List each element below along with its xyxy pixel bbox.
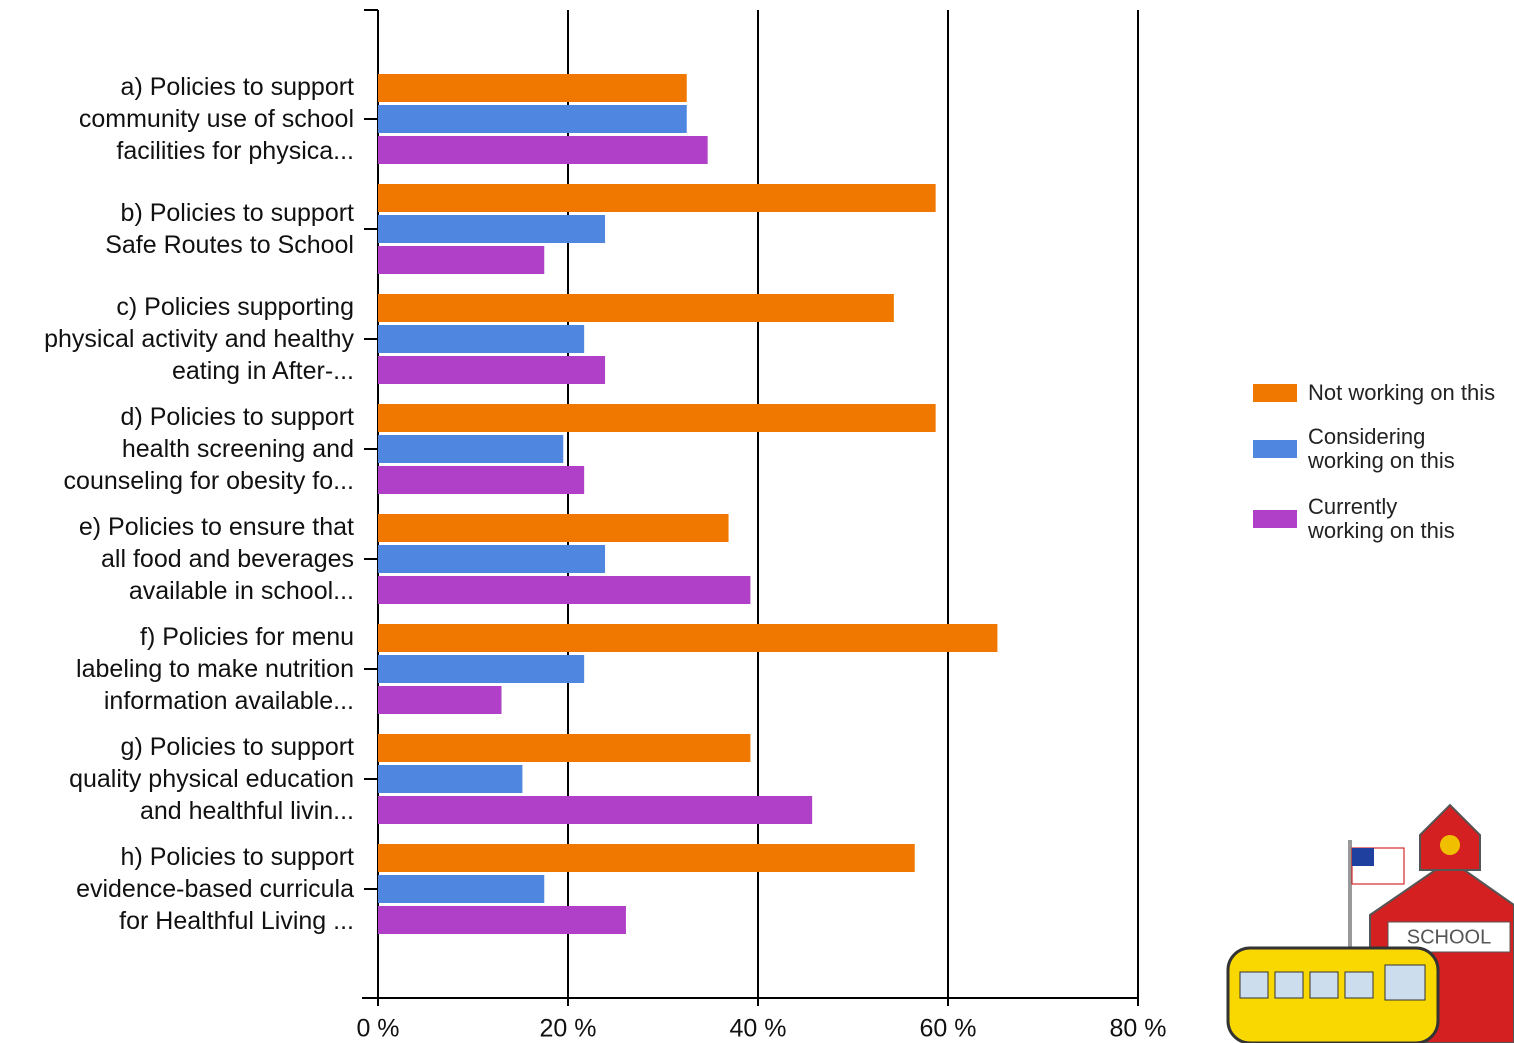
category-label: f) Policies for menu labeling to make nu…	[76, 623, 354, 715]
bar	[378, 875, 545, 903]
bar	[378, 796, 813, 824]
category-label: c) Policies supporting physical activity…	[44, 293, 354, 385]
category-label: e) Policies to ensure that all food and …	[78, 513, 354, 605]
bar	[378, 435, 564, 463]
bar	[378, 404, 936, 432]
school-illustration: SCHOOL	[1226, 803, 1514, 1043]
bar	[378, 906, 626, 934]
category-label: h) Policies to support evidence-based cu…	[76, 843, 354, 935]
school-sign: SCHOOL	[1407, 926, 1491, 948]
bar	[378, 356, 606, 384]
x-tick-label: 20 %	[540, 1015, 597, 1043]
legend-swatch	[1253, 384, 1297, 402]
bar	[378, 765, 523, 793]
bar	[378, 215, 606, 243]
bar	[378, 624, 998, 652]
category-label: g) Policies to support quality physical …	[69, 733, 354, 825]
legend-label: Not working on this	[1308, 380, 1496, 405]
bar	[378, 545, 606, 573]
bar	[378, 294, 894, 322]
bar	[378, 105, 687, 133]
bar	[378, 246, 545, 274]
bar	[378, 136, 708, 164]
bar	[378, 686, 502, 714]
bar	[378, 74, 687, 102]
bar	[378, 576, 751, 604]
bar	[378, 655, 585, 683]
category-label: d) Policies to support health screening …	[63, 403, 354, 495]
bar	[378, 466, 585, 494]
legend-label: Considering working on this	[1308, 424, 1455, 473]
x-tick-label: 0 %	[356, 1015, 399, 1043]
bar	[378, 734, 751, 762]
bar	[378, 184, 936, 212]
category-label: a) Policies to support community use of …	[78, 73, 354, 165]
x-tick-label: 40 %	[730, 1015, 787, 1043]
x-tick-label: 60 %	[920, 1015, 977, 1043]
legend-swatch	[1253, 440, 1297, 458]
legend-label: Currently working on this	[1308, 494, 1455, 543]
bar	[378, 325, 585, 353]
category-label: b) Policies to support Safe Routes to Sc…	[105, 199, 354, 259]
bar	[378, 844, 915, 872]
bar	[378, 514, 729, 542]
x-tick-label: 80 %	[1110, 1015, 1167, 1043]
legend-swatch	[1253, 510, 1297, 528]
